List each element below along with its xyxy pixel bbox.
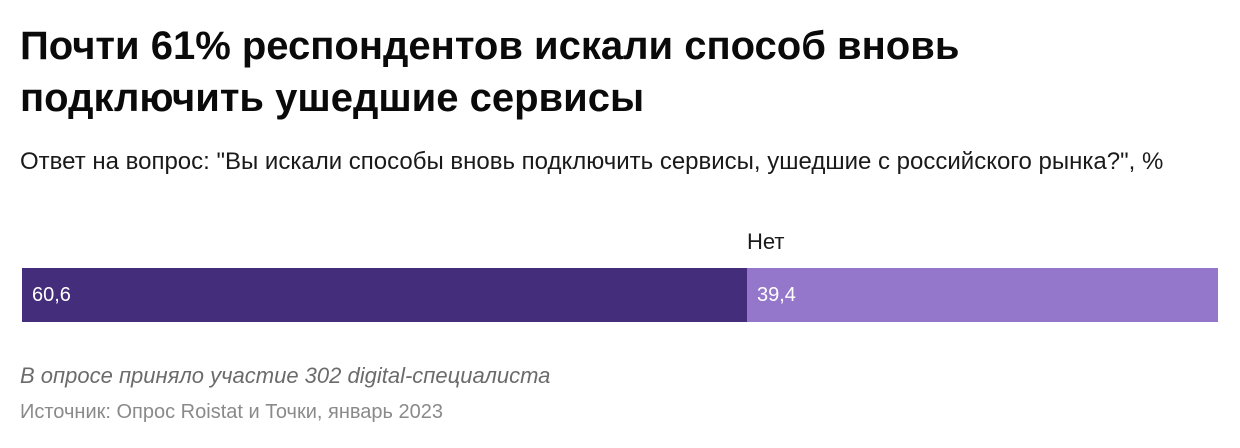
- bar-value-label-2: 39,4: [757, 284, 796, 306]
- bar-segment-2: [747, 268, 1218, 322]
- bar-value-label-1: 60,6: [32, 284, 71, 306]
- chart-title: Почти 61% респондентов искали способ вно…: [20, 24, 960, 120]
- bar-segment-1: [22, 268, 747, 322]
- source-line: Источник: Опрос Roistat и Точки, январь …: [20, 401, 443, 423]
- chart-subtitle: Ответ на вопрос: "Вы искали способы внов…: [20, 148, 1164, 175]
- series-label-2: Нет: [747, 229, 785, 254]
- stacked-bar-chart: 60,6 39,4 Нет: [22, 226, 1218, 326]
- survey-note: В опросе приняло участие 302 digital-спе…: [20, 363, 551, 388]
